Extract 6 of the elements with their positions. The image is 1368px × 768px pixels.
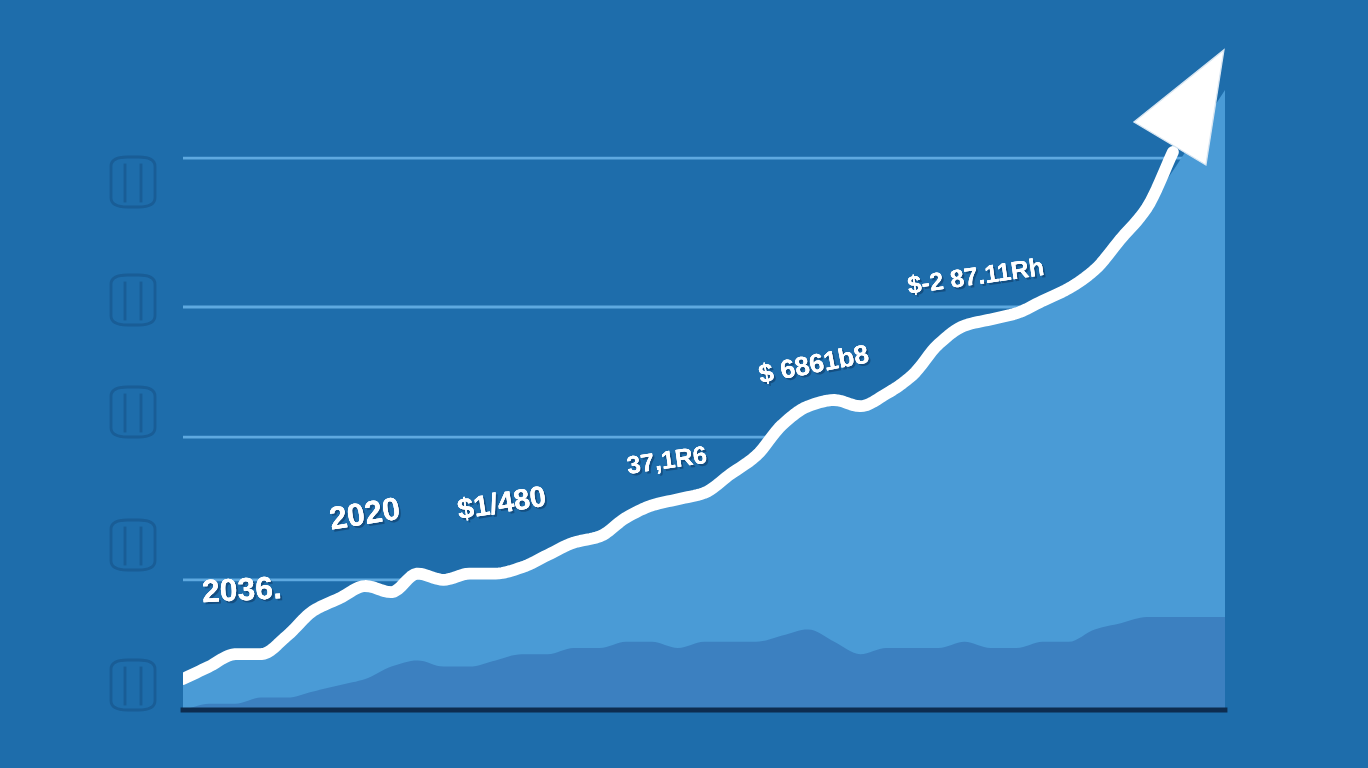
annotation: $ 6861b8 (757, 342, 871, 387)
annotation: $-2 87.11Rh (906, 256, 1046, 298)
annotation: 37,1R6 (626, 445, 709, 478)
annotation: 2020 (328, 496, 401, 532)
annotation: $1/480 (456, 484, 547, 523)
annotation: 2036. (202, 576, 283, 605)
